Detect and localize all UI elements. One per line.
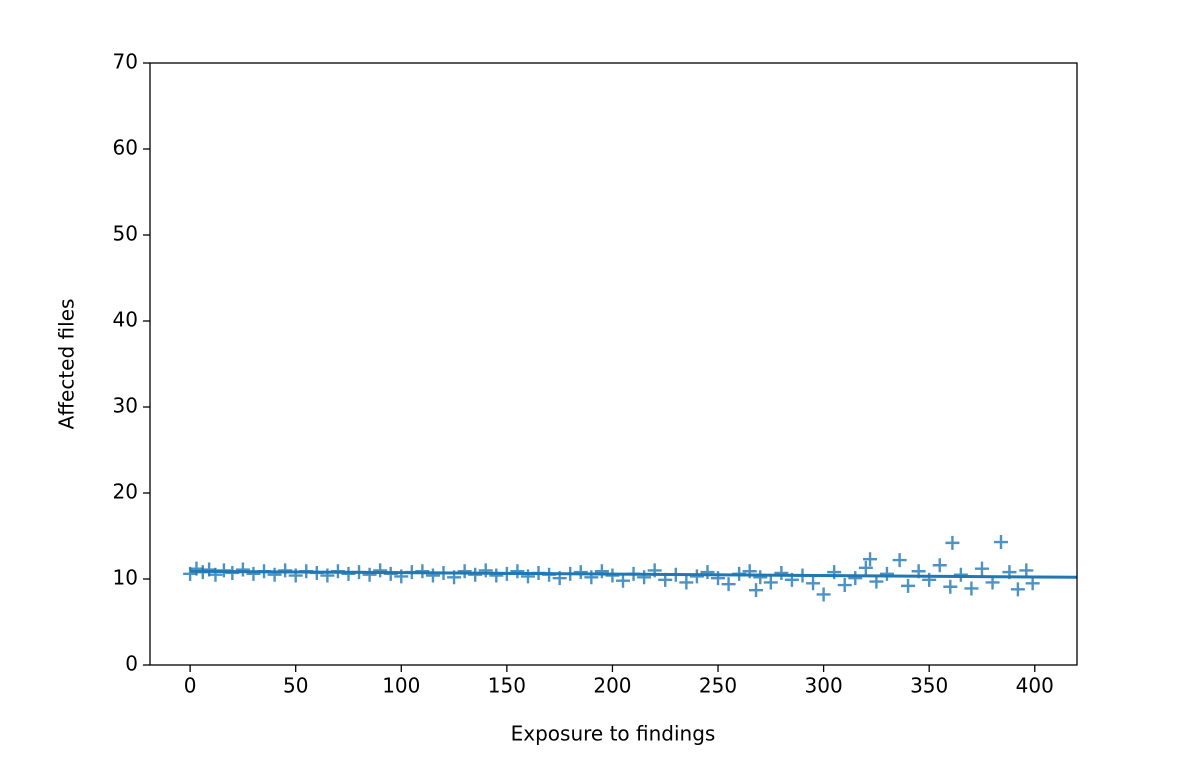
x-tick-label: 0 [184,674,197,698]
x-tick-label: 350 [910,674,948,698]
point [964,581,979,596]
x-tick-label: 300 [805,674,843,698]
point [246,566,261,581]
y-axis-label: Affected files [55,299,79,430]
x-tick-label: 50 [283,674,308,698]
point [837,578,852,593]
point [901,578,916,593]
point [945,535,960,550]
point [189,561,204,576]
point [932,558,947,573]
point [679,575,694,590]
point [892,553,907,568]
point [425,568,440,583]
point [858,560,873,575]
x-tick-label: 250 [699,674,737,698]
point [573,565,588,580]
point [879,566,894,581]
point [974,561,989,576]
x-tick-label: 100 [382,674,420,698]
point [235,562,250,577]
x-tick-label: 200 [593,674,631,698]
point [943,579,958,594]
point [415,564,430,579]
plot-frame [149,62,1078,666]
point [848,571,863,586]
point [510,564,525,579]
y-tick-label: 30 [113,394,138,418]
point [753,570,768,585]
point [749,583,764,598]
point [700,565,715,580]
point [774,565,789,580]
point [1025,576,1040,591]
point [1010,582,1025,597]
x-axis-label: Exposure to findings [511,722,716,746]
point [993,535,1008,550]
y-tick-label: 70 [113,50,138,74]
point [763,575,778,590]
point [863,552,878,567]
point [457,564,472,579]
point [637,570,652,585]
y-tick-label: 0 [125,652,138,676]
point [1019,563,1034,578]
point [373,563,388,578]
y-tick-label: 20 [113,480,138,504]
point [816,587,831,602]
point [362,567,377,582]
y-tick-label: 50 [113,222,138,246]
point [616,573,631,588]
y-tick-label: 40 [113,308,138,332]
point [806,576,821,591]
y-tick-label: 60 [113,136,138,160]
point [594,564,609,579]
point [689,569,704,584]
point [953,567,968,582]
point [489,568,504,583]
fit-line [190,569,1078,579]
x-tick-label: 400 [1016,674,1054,698]
y-tick-label: 10 [113,566,138,590]
x-tick-label: 150 [488,674,526,698]
point [721,577,736,592]
point [267,567,282,582]
point [520,569,535,584]
point [478,563,493,578]
